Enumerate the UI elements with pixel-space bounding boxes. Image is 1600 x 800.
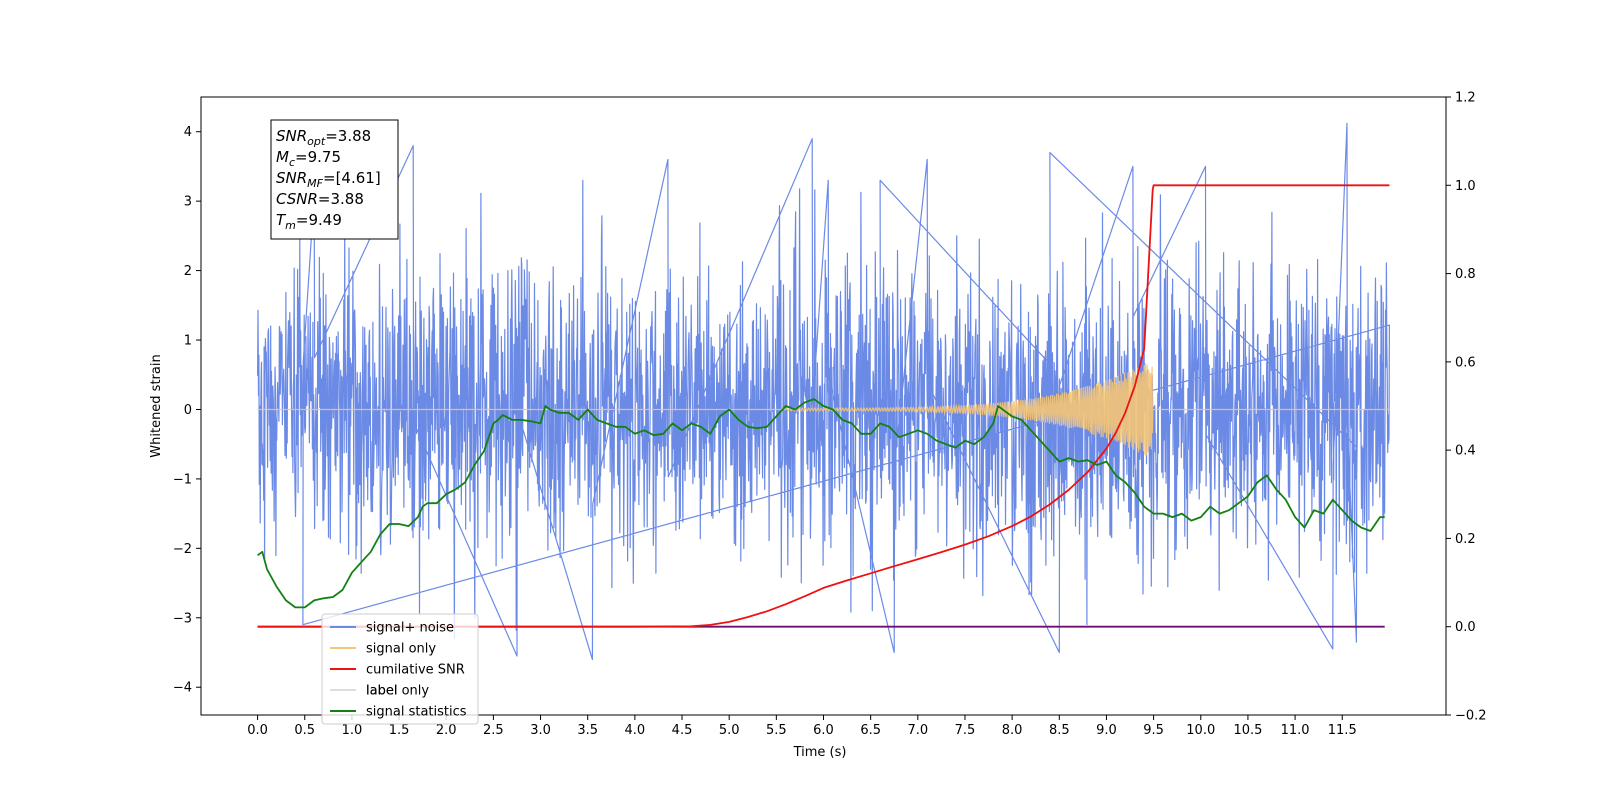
stats-annotation-line: SNRMF=[4.61] (276, 169, 381, 190)
signal-plus-noise-line (257, 122, 1390, 660)
stats-annotation-line: Tm=9.49 (276, 211, 342, 232)
y2-tick-label: 0.0 (1455, 620, 1476, 635)
y-tick-label: −2 (173, 542, 192, 557)
x-tick-label: 0.0 (247, 723, 268, 738)
y-tick-label: 3 (184, 195, 192, 210)
legend-label: label only (366, 684, 429, 699)
y-tick-label: −3 (173, 611, 192, 626)
y-tick-label: 4 (184, 125, 192, 140)
legend-label: signal+ noise (366, 621, 454, 636)
x-tick-label: 9.5 (1143, 723, 1164, 738)
x-tick-label: 10.0 (1186, 723, 1215, 738)
signal-only-line (257, 363, 1390, 456)
x-tick-label: 3.5 (577, 723, 598, 738)
legend: signal+ noise signal only cumilative SNR la… (321, 613, 479, 725)
legend-frame (321, 613, 479, 725)
x-tick-label: 11.0 (1281, 723, 1310, 738)
x-tick-label: 9.0 (1096, 723, 1117, 738)
cumulative-snr-line (257, 184, 1390, 628)
x-axis-label: Time (s) (793, 745, 847, 760)
x-tick-label: 2.0 (436, 723, 457, 738)
y2-tick-label: 1.0 (1455, 179, 1476, 194)
stats-annotation-line: CSNR=3.88 (276, 190, 364, 208)
signal-statistics-line (257, 398, 1385, 609)
y2-tick-label: 0.8 (1455, 267, 1476, 282)
y2-tick-label: 0.6 (1455, 355, 1476, 370)
y2-tick-label: 1.2 (1455, 91, 1476, 106)
x-tick-label: 3.0 (530, 723, 551, 738)
y-tick-label: −1 (173, 472, 192, 487)
x-tick-label: 1.0 (342, 723, 363, 738)
stats-annotation-frame (270, 119, 399, 240)
y-tick-label: 2 (184, 264, 192, 279)
axes: 0.0 0.5 1.0 1.5 2.0 2.5 3.0 3.5 4.0 4.5 5.0 5.5 6.0 6… (173, 91, 1487, 739)
x-tick-label: 7.0 (907, 723, 928, 738)
x-tick-label: 10.5 (1233, 723, 1262, 738)
x-tick-label: 6.0 (813, 723, 834, 738)
y2-tick-label: 0.2 (1455, 532, 1476, 547)
stats-annotation-line: Mc=9.75 (276, 148, 341, 169)
legend-label: label (366, 684, 397, 699)
legend-label: signal statistics (366, 705, 467, 720)
x-tick-label: 4.0 (625, 723, 646, 738)
stats-annotation-line: SNRopt=3.88 (276, 127, 371, 148)
y2-tick-label: −0.2 (1455, 709, 1487, 724)
x-tick-label: 0.5 (294, 723, 315, 738)
x-tick-label: 1.5 (389, 723, 410, 738)
y-tick-label: −4 (173, 681, 192, 696)
x-tick-label: 7.5 (955, 723, 976, 738)
legend-label: cumilative SNR (366, 663, 465, 678)
x-tick-label: 4.5 (672, 723, 693, 738)
y-tick-label: 1 (184, 334, 192, 349)
legend-label: signal only (366, 642, 436, 657)
y2-tick-label: 0.4 (1455, 444, 1476, 459)
x-tick-label: 6.5 (860, 723, 881, 738)
x-tick-label: 5.0 (719, 723, 740, 738)
x-tick-label: 8.5 (1049, 723, 1070, 738)
x-tick-label: 11.5 (1328, 723, 1357, 738)
x-tick-label: 8.0 (1002, 723, 1023, 738)
y-axis-label: Whitened strain (149, 354, 164, 457)
y-tick-label: 0 (184, 403, 192, 418)
x-tick-label: 5.5 (766, 723, 787, 738)
x-tick-label: 2.5 (483, 723, 504, 738)
